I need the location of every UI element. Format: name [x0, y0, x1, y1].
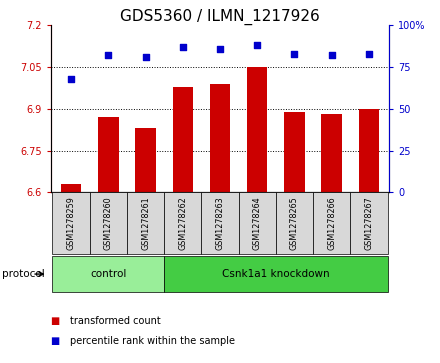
Bar — [61, 184, 81, 192]
Bar — [359, 109, 379, 192]
Bar — [172, 87, 193, 192]
Bar — [202, 192, 238, 254]
Text: GSM1278266: GSM1278266 — [327, 196, 336, 250]
Point — [105, 53, 112, 58]
Bar — [322, 114, 342, 192]
Point — [254, 42, 261, 48]
Point — [142, 54, 149, 60]
Text: percentile rank within the sample: percentile rank within the sample — [70, 336, 235, 346]
Text: GSM1278267: GSM1278267 — [364, 196, 374, 250]
Bar — [247, 67, 268, 192]
Bar — [284, 112, 304, 192]
Bar — [238, 192, 276, 254]
Text: GSM1278265: GSM1278265 — [290, 196, 299, 250]
Text: protocol: protocol — [2, 269, 45, 279]
Bar — [90, 192, 127, 254]
Bar — [52, 192, 90, 254]
Bar — [52, 256, 164, 292]
Point — [216, 46, 224, 52]
Bar — [350, 192, 388, 254]
Bar — [164, 192, 202, 254]
Bar — [210, 84, 230, 192]
Text: GSM1278261: GSM1278261 — [141, 196, 150, 250]
Bar — [127, 192, 164, 254]
Text: GSM1278264: GSM1278264 — [253, 196, 262, 250]
Text: ■: ■ — [51, 316, 60, 326]
Text: GSM1278262: GSM1278262 — [178, 196, 187, 250]
Point — [291, 51, 298, 57]
Text: GSM1278263: GSM1278263 — [216, 196, 224, 250]
Bar — [313, 192, 350, 254]
Point — [365, 51, 372, 57]
Text: ■: ■ — [51, 336, 60, 346]
Title: GDS5360 / ILMN_1217926: GDS5360 / ILMN_1217926 — [120, 9, 320, 25]
Text: GSM1278259: GSM1278259 — [66, 196, 76, 250]
Text: Csnk1a1 knockdown: Csnk1a1 knockdown — [222, 269, 330, 279]
Bar — [98, 117, 118, 192]
Text: GSM1278260: GSM1278260 — [104, 196, 113, 250]
Bar — [276, 192, 313, 254]
Bar — [136, 129, 156, 192]
Bar — [164, 256, 388, 292]
Point — [68, 76, 75, 82]
Text: control: control — [90, 269, 126, 279]
Text: transformed count: transformed count — [70, 316, 161, 326]
Point — [328, 53, 335, 58]
Point — [179, 44, 186, 50]
